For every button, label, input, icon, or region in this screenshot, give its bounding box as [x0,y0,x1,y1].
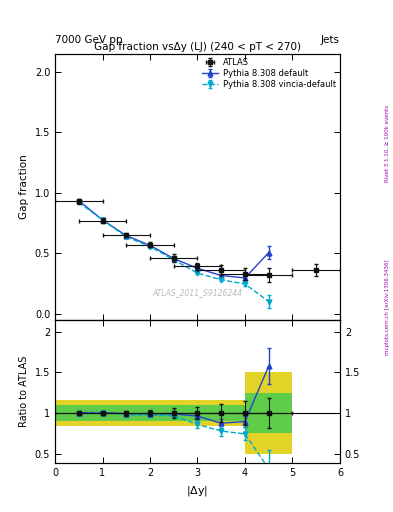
X-axis label: |$\Delta$y|: |$\Delta$y| [186,484,209,498]
Bar [245,372,292,454]
Text: mcplots.cern.ch [arXiv:1306.3436]: mcplots.cern.ch [arXiv:1306.3436] [385,260,390,355]
Text: Rivet 3.1.10, ≥ 100k events: Rivet 3.1.10, ≥ 100k events [385,105,390,182]
Text: Jets: Jets [321,34,340,45]
Bar [245,393,292,433]
Bar [55,400,245,426]
Title: Gap fraction vsΔy (LJ) (240 < pT < 270): Gap fraction vsΔy (LJ) (240 < pT < 270) [94,41,301,52]
Y-axis label: Ratio to ATLAS: Ratio to ATLAS [19,356,29,427]
Text: 7000 GeV pp: 7000 GeV pp [55,34,123,45]
Y-axis label: Gap fraction: Gap fraction [19,154,29,219]
Legend: ATLAS, Pythia 8.308 default, Pythia 8.308 vincia-default: ATLAS, Pythia 8.308 default, Pythia 8.30… [200,56,338,91]
Bar [55,405,245,421]
Text: ATLAS_2011_S9126244: ATLAS_2011_S9126244 [152,289,242,297]
